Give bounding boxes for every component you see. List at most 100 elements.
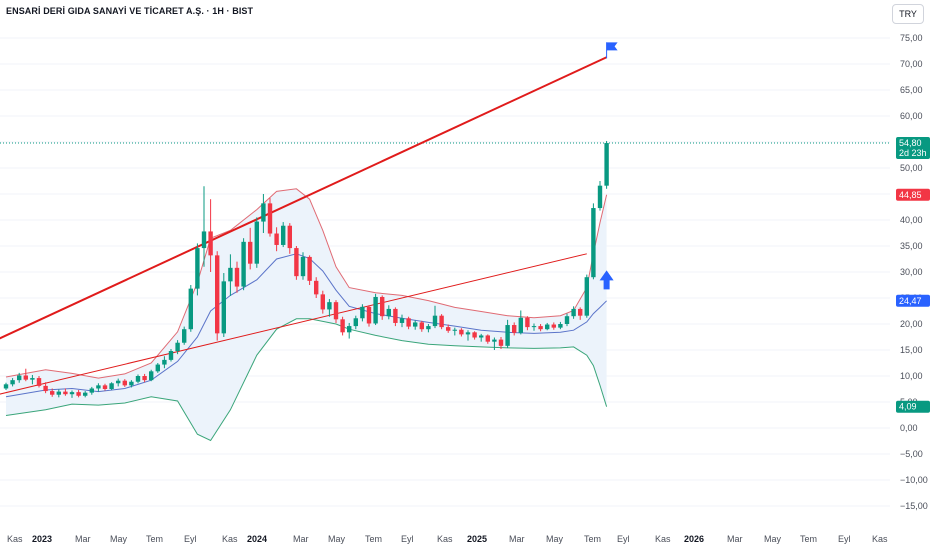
- candle: [525, 316, 530, 331]
- candle: [89, 386, 94, 395]
- candle-body: [366, 306, 372, 324]
- candle-body: [452, 329, 457, 331]
- candle-body: [69, 392, 75, 395]
- upper-band-line: [5, 188, 608, 379]
- candle-body: [604, 143, 609, 186]
- candle: [373, 293, 378, 326]
- y-tick-label: 65,00: [900, 85, 923, 95]
- lower-band-line: [5, 318, 608, 442]
- x-tick-label: Kas: [872, 534, 888, 544]
- x-tick-label: 2023: [32, 534, 52, 544]
- candle-body: [320, 294, 325, 310]
- candle: [168, 348, 174, 362]
- candle-body: [168, 351, 174, 360]
- candle: [419, 320, 424, 332]
- candle-body: [505, 325, 510, 346]
- candle-body: [135, 376, 141, 382]
- candle: [294, 246, 299, 280]
- candle-body: [149, 371, 154, 381]
- currency-selector[interactable]: TRY: [892, 4, 924, 24]
- candle: [314, 277, 319, 298]
- candle-body: [10, 380, 15, 385]
- badge-value: 54,80: [899, 138, 922, 148]
- candle: [498, 337, 504, 349]
- candle: [248, 227, 253, 270]
- candle-body: [188, 288, 193, 330]
- candle-body: [538, 326, 543, 330]
- candle: [69, 390, 75, 398]
- candle-body: [221, 281, 226, 334]
- candle-body: [531, 326, 537, 328]
- candle-body: [129, 381, 134, 386]
- candle-body: [96, 385, 101, 389]
- candle: [116, 378, 121, 387]
- candle-body: [307, 256, 312, 281]
- y-tick-label: 50,00: [900, 163, 923, 173]
- y-tick-label: −10,00: [900, 475, 928, 485]
- candle: [505, 319, 510, 348]
- badge-value: 24,47: [899, 296, 922, 306]
- x-tick-label: Kas: [7, 534, 23, 544]
- candlesticks: [3, 140, 609, 398]
- candle-body: [241, 241, 246, 287]
- x-axis[interactable]: Kas 2023 Mar May Tem Eyl Kas 2024 Mar May Tem Eyl Ka…: [7, 534, 888, 544]
- candle: [129, 380, 134, 388]
- candle-body: [432, 315, 438, 327]
- candle: [234, 261, 240, 293]
- candle: [340, 316, 345, 336]
- candle: [551, 322, 556, 330]
- candle-body: [512, 325, 517, 333]
- candle: [578, 307, 583, 320]
- candle: [96, 383, 101, 392]
- middle-band-line: [5, 253, 607, 398]
- x-tick-label: Mar: [509, 534, 525, 544]
- candle: [208, 199, 213, 272]
- x-tick-label: Mar: [727, 534, 743, 544]
- y-axis[interactable]: 75,0070,0065,0060,0055,0050,0045,0040,00…: [900, 33, 928, 511]
- candle: [459, 328, 464, 337]
- candle: [63, 388, 68, 396]
- candle-body: [300, 256, 306, 277]
- candle: [406, 316, 411, 330]
- candle-body: [281, 225, 286, 245]
- candle-body: [578, 308, 583, 316]
- candle-body: [122, 380, 127, 386]
- badge-bg: [896, 400, 930, 413]
- x-tick-label: May: [764, 534, 782, 544]
- candle: [564, 313, 570, 327]
- candle-body: [525, 317, 530, 328]
- candle: [558, 321, 563, 330]
- candle: [452, 327, 457, 336]
- y-tick-label: 20,00: [900, 319, 923, 329]
- middle-band-badge: 24,47: [896, 294, 930, 307]
- candle: [333, 300, 339, 323]
- candle-body: [479, 335, 484, 338]
- band-fill: [6, 188, 607, 441]
- candle-body: [162, 359, 167, 365]
- candle-body: [360, 306, 365, 319]
- candle: [122, 379, 127, 387]
- candle-body: [208, 231, 213, 256]
- candle: [360, 304, 365, 322]
- candle-body: [465, 332, 471, 335]
- candle: [215, 251, 220, 341]
- candle-body: [195, 248, 200, 289]
- candle: [413, 320, 418, 330]
- candle-body: [175, 342, 180, 352]
- candle: [274, 227, 279, 252]
- candle-body: [89, 388, 94, 393]
- badge-bg: [896, 188, 930, 201]
- candle: [287, 223, 292, 254]
- candle: [228, 254, 233, 296]
- candle: [584, 274, 589, 318]
- candle-body: [591, 208, 596, 278]
- lower-band-badge: 4,09: [896, 400, 930, 413]
- candle-body: [426, 326, 431, 330]
- candle: [30, 374, 35, 385]
- candle-body: [597, 185, 603, 209]
- y-tick-label: 40,00: [900, 215, 923, 225]
- trendlines: [0, 56, 608, 395]
- x-tick-label: Eyl: [184, 534, 197, 544]
